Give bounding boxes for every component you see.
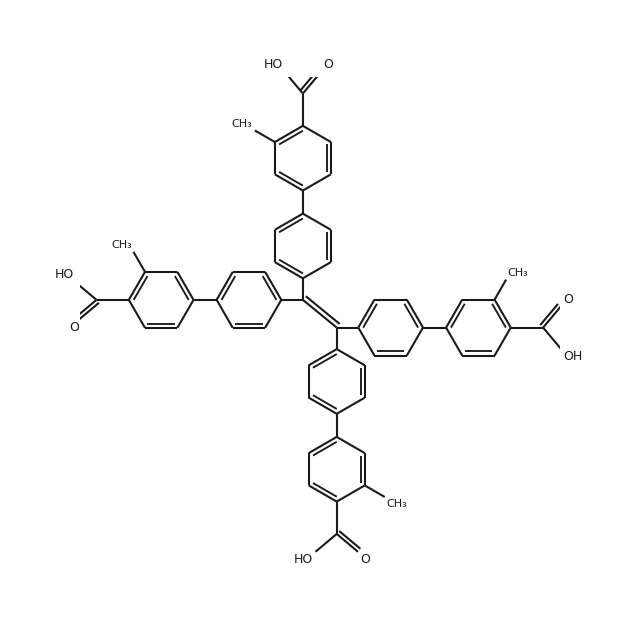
- Text: HO: HO: [54, 267, 74, 281]
- Text: O: O: [360, 553, 370, 565]
- Text: CH₃: CH₃: [232, 119, 253, 129]
- Text: O: O: [563, 293, 573, 306]
- Text: OH: OH: [563, 350, 582, 362]
- Text: HO: HO: [294, 553, 313, 565]
- Text: O: O: [323, 59, 333, 71]
- Text: CH₃: CH₃: [111, 241, 132, 250]
- Text: CH₃: CH₃: [508, 268, 529, 278]
- Text: HO: HO: [263, 59, 283, 71]
- Text: O: O: [69, 321, 79, 334]
- Text: CH₃: CH₃: [386, 498, 407, 508]
